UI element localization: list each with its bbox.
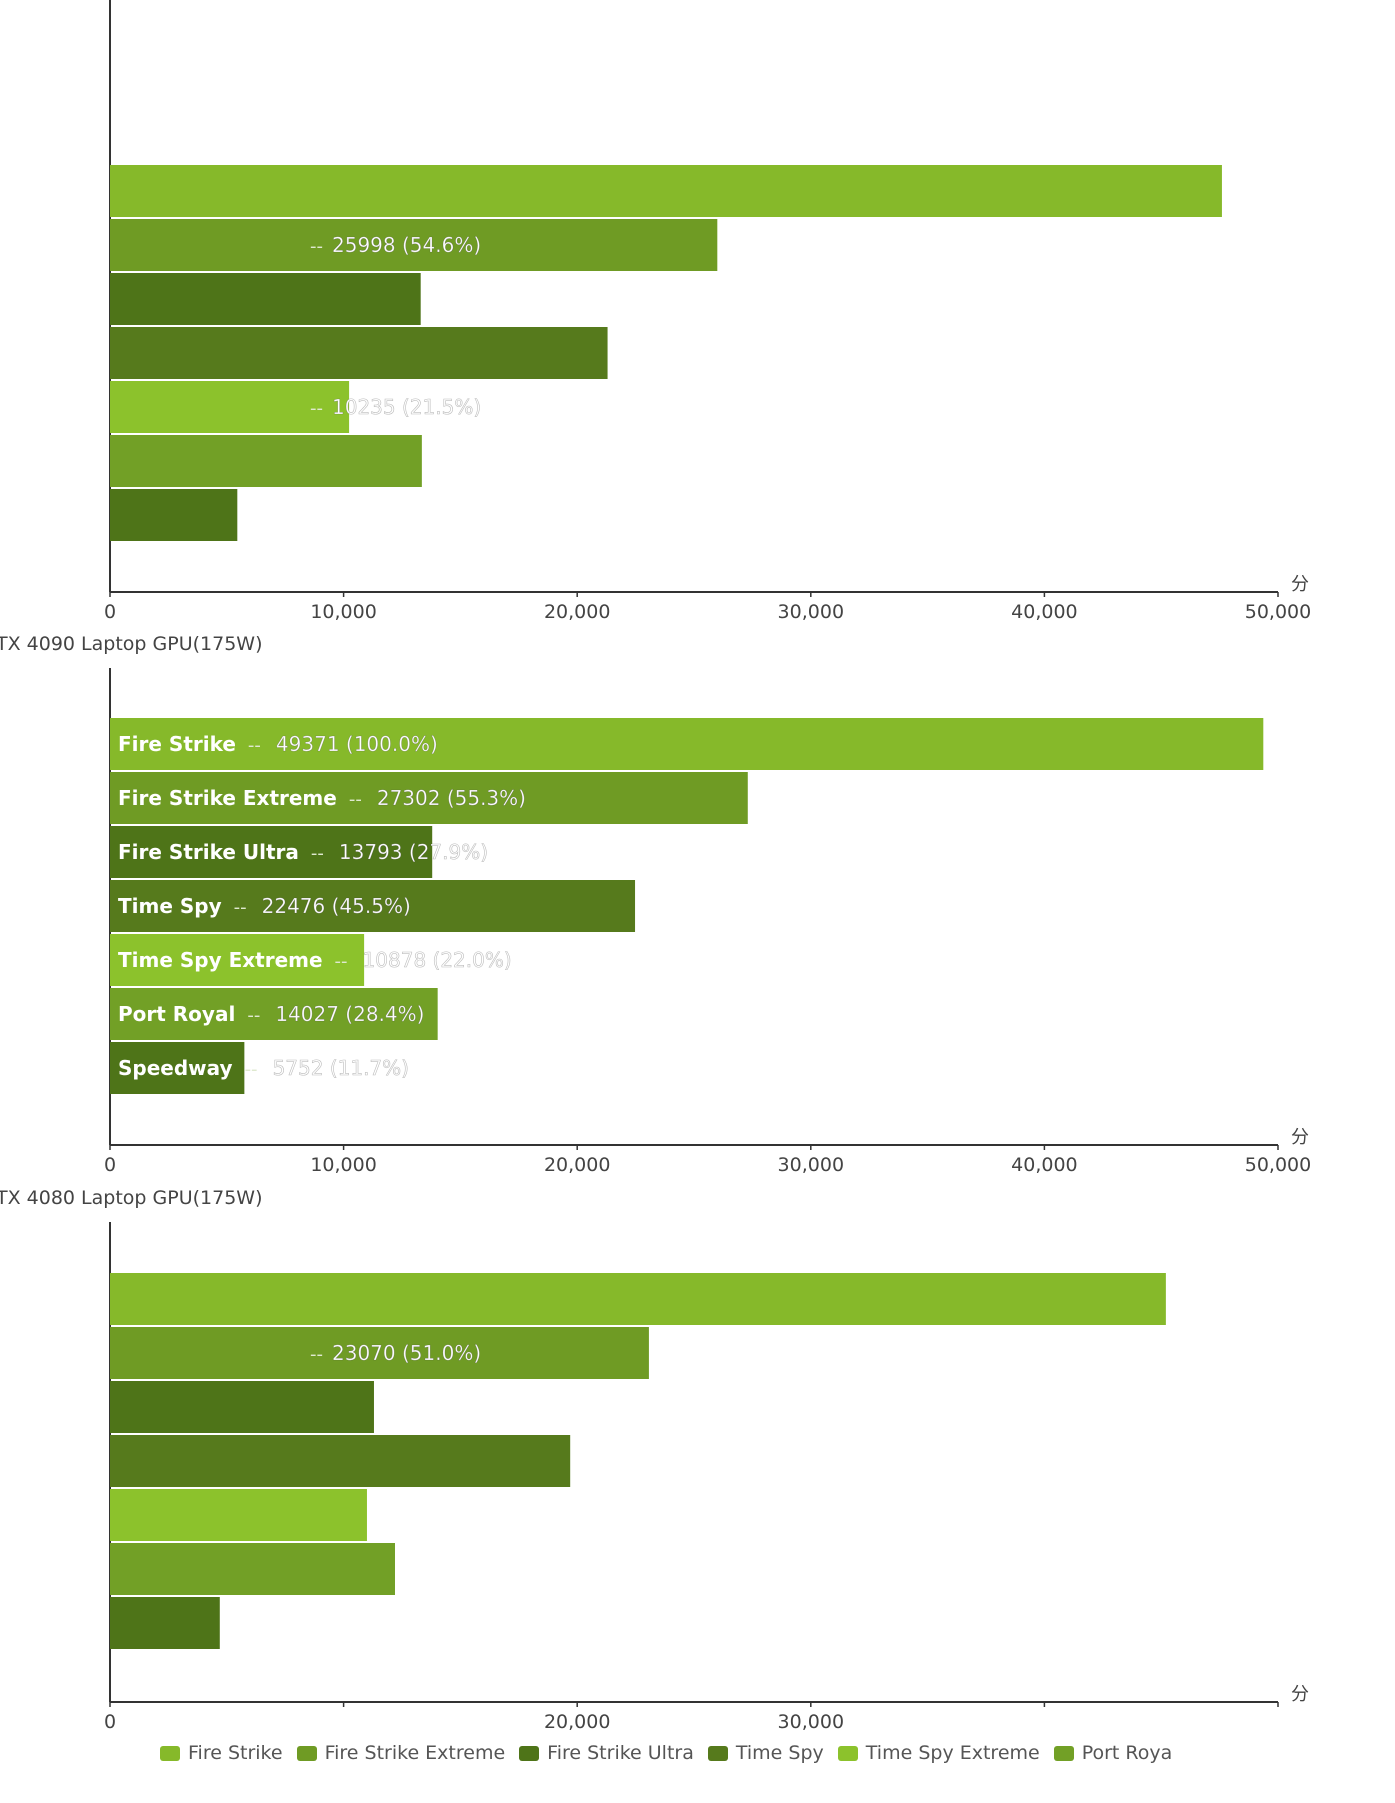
unit-label: 分 [1291, 1684, 1309, 1705]
legend-item-time-spy-extreme[interactable]: Time Spy Extreme [837, 1742, 1040, 1764]
legend-item-fire-strike-ultra[interactable]: Fire Strike Ultra [519, 1742, 694, 1764]
x-tick-label: 30,000 [778, 601, 844, 623]
bar-fire-strike-extreme [110, 1327, 649, 1379]
bar-fire-strike [110, 718, 1264, 770]
x-tick-label: 10,000 [310, 601, 376, 623]
bar-value-label: 27302 (55.3%) [377, 786, 526, 810]
bar-fire-strike [110, 1273, 1166, 1325]
label-separator: -- [311, 843, 324, 864]
bar-fire-strike-extreme [110, 219, 718, 271]
x-tick-label: 30,000 [778, 1711, 844, 1733]
bar-port-royal [110, 988, 438, 1040]
bar-category-label: Time Spy Extreme [118, 948, 323, 972]
bar-fire-strike [110, 165, 1222, 217]
bar-value-label: 10878 (22.0%) [363, 948, 512, 972]
bar-value-label: 5752 (11.7%) [273, 1056, 409, 1080]
chart-title: TX 4090 Laptop GPU(175W) [0, 633, 262, 655]
bar-fire-strike-ultra [110, 273, 421, 325]
legend: Fire Strike Fire Strike Extreme Fire Strik… [160, 1738, 1172, 1768]
bar-category-label: Fire Strike Extreme [118, 786, 337, 810]
bar-category-label: Time Spy [118, 894, 222, 918]
chart-title: TX 4080 Laptop GPU(175W) [0, 1187, 262, 1209]
bar-speedway [110, 1042, 245, 1094]
x-tick-label: 20,000 [544, 601, 610, 623]
legend-swatch [1053, 1745, 1074, 1761]
legend-label: Time Spy [735, 1742, 824, 1764]
label-separator: -- [310, 1344, 323, 1365]
legend-label: Time Spy Extreme [865, 1742, 1040, 1764]
legend-label: Port Roya [1081, 1742, 1173, 1764]
label-separator: -- [245, 1059, 258, 1080]
bar-value-label: 22476 (45.5%) [262, 894, 411, 918]
legend-label: Fire Strike Extreme [324, 1742, 506, 1764]
label-separator: -- [310, 236, 323, 257]
legend-item-time-spy[interactable]: Time Spy [707, 1742, 824, 1764]
x-tick-label: 40,000 [1011, 1154, 1077, 1176]
x-tick-label: 0 [104, 601, 116, 623]
x-tick-label: 30,000 [778, 1154, 844, 1176]
legend-swatch [296, 1745, 317, 1761]
bar-time-spy-extreme [110, 934, 365, 986]
bar-time-spy-extreme [110, 381, 350, 433]
bar-value-label: 25998 (54.6%) [332, 233, 481, 257]
x-tick-label: 50,000 [1245, 601, 1311, 623]
bar-time-spy [110, 1435, 571, 1487]
bar-fire-strike-extreme [110, 772, 748, 824]
bar-value-label: 23070 (51.0%) [332, 1341, 481, 1365]
label-separator: -- [248, 735, 261, 756]
bar-time-spy-extreme [110, 1489, 367, 1541]
label-separator: -- [349, 789, 362, 810]
bar-category-label: Port Royal [118, 1002, 235, 1026]
x-tick-label: 0 [104, 1154, 116, 1176]
bar-value-label: 13793 (27.9%) [339, 840, 488, 864]
legend-item-fire-strike[interactable]: Fire Strike [160, 1742, 283, 1764]
x-tick-label: 40,000 [1011, 601, 1077, 623]
legend-swatch [707, 1745, 728, 1761]
bar-value-label: 14027 (28.4%) [275, 1002, 424, 1026]
legend-swatch [837, 1745, 858, 1761]
bar-port-royal [110, 1543, 395, 1595]
legend-swatch [519, 1745, 540, 1761]
unit-label: 分 [1291, 1127, 1309, 1148]
x-tick-label: 20,000 [544, 1711, 610, 1733]
bar-category-label: Fire Strike Ultra [118, 840, 299, 864]
unit-label: 分 [1291, 574, 1309, 595]
bar-category-label: Fire Strike [118, 732, 236, 756]
bar-value-label: 10235 (21.5%) [332, 395, 481, 419]
legend-swatch [160, 1745, 180, 1761]
bar-value-label: 49371 (100.0%) [276, 732, 438, 756]
bar-time-spy [110, 327, 608, 379]
bar-time-spy [110, 880, 636, 932]
legend-label: Fire Strike Ultra [547, 1742, 694, 1764]
legend-item-fire-strike-extreme[interactable]: Fire Strike Extreme [296, 1742, 506, 1764]
bar-fire-strike-ultra [110, 826, 433, 878]
legend-item-port-roya[interactable]: Port Roya [1053, 1742, 1173, 1764]
label-separator: -- [234, 897, 247, 918]
label-separator: -- [310, 398, 323, 419]
legend-label: Fire Strike [188, 1742, 283, 1764]
bar-speedway [110, 1597, 220, 1649]
x-tick-label: 20,000 [544, 1154, 610, 1176]
x-tick-label: 10,000 [310, 1154, 376, 1176]
x-tick-label: 50,000 [1245, 1154, 1311, 1176]
bar-port-royal [110, 435, 422, 487]
x-tick-label: 0 [104, 1711, 116, 1733]
bar-fire-strike-ultra [110, 1381, 374, 1433]
label-separator: -- [247, 1005, 260, 1026]
label-separator: -- [335, 951, 348, 972]
bar-speedway [110, 489, 238, 541]
bar-category-label: Speedway [118, 1056, 233, 1080]
